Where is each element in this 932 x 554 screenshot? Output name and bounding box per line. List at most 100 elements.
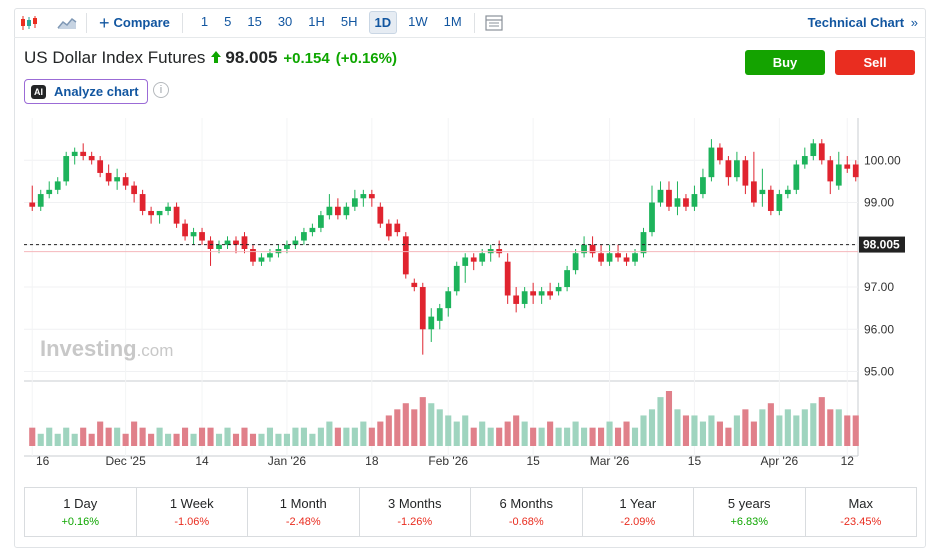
candle-body[interactable] [640,232,647,254]
performance-cell[interactable]: 3 Months -1.26% [360,488,471,536]
candle-body[interactable] [776,194,783,211]
candle-body[interactable] [683,198,689,207]
candle-body[interactable] [810,143,817,157]
candle-body[interactable] [666,189,672,207]
candle-body[interactable] [46,189,53,195]
candle-body[interactable] [572,253,579,271]
performance-cell[interactable]: Max -23.45% [806,488,917,536]
candle-body[interactable] [784,189,791,195]
candle-body[interactable] [216,244,222,249]
candle-body[interactable] [801,156,808,165]
candle-body[interactable] [173,206,180,224]
table-view-icon[interactable] [479,8,509,38]
period-1h[interactable]: 1H [308,14,325,29]
candle-body[interactable] [351,198,358,207]
info-icon[interactable]: i [153,82,169,98]
period-15[interactable]: 15 [247,14,262,29]
candle-body[interactable] [725,160,732,178]
candle-body[interactable] [301,232,307,241]
candle-body[interactable] [700,177,706,195]
candle-body[interactable] [54,181,61,190]
candlestick-type-icon[interactable] [14,8,44,38]
candle-body[interactable] [63,156,70,182]
candle-body[interactable] [97,160,104,173]
candle-body[interactable] [844,164,851,169]
candle-body[interactable] [436,308,443,321]
candle-body[interactable] [402,236,409,275]
candle-body[interactable] [835,164,842,186]
candle-body[interactable] [504,261,511,296]
period-5h[interactable]: 5H [340,14,358,29]
candle-body[interactable] [793,164,800,190]
candle-body[interactable] [334,206,341,216]
period-5[interactable]: 5 [224,14,232,29]
candle-body[interactable] [759,189,766,195]
candle-body[interactable] [589,244,596,254]
candle-body[interactable] [233,240,239,245]
candle-body[interactable] [343,206,350,216]
candle-body[interactable] [606,253,613,262]
candle-body[interactable] [241,236,248,249]
candle-body[interactable] [385,223,392,237]
candle-body[interactable] [326,206,333,216]
candle-body[interactable] [29,202,36,207]
sell-button[interactable]: Sell [835,50,915,75]
candle-body[interactable] [581,244,587,254]
candle-body[interactable] [199,232,205,241]
candle-body[interactable] [750,181,757,203]
candle-body[interactable] [428,316,435,330]
candle-body[interactable] [818,143,825,161]
candle-body[interactable] [267,253,273,258]
candle-body[interactable] [122,177,129,186]
buy-button[interactable]: Buy [745,50,825,75]
candle-body[interactable] [71,151,78,157]
candle-body[interactable] [555,287,562,292]
candle-body[interactable] [139,194,146,211]
candle-body[interactable] [318,215,324,228]
candle-body[interactable] [165,206,171,211]
candle-body[interactable] [827,160,834,182]
candle-body[interactable] [182,223,188,237]
candle-body[interactable] [657,189,664,203]
performance-cell[interactable]: 1 Year -2.09% [583,488,694,536]
candle-body[interactable] [530,291,537,296]
period-1[interactable]: 1 [200,14,209,29]
candle-body[interactable] [292,240,299,245]
candle-body[interactable] [547,291,554,296]
candle-body[interactable] [767,189,774,211]
candle-body[interactable] [309,227,316,233]
candle-body[interactable] [852,164,859,178]
candle-body[interactable] [649,202,655,233]
candle-body[interactable] [470,257,477,262]
candle-body[interactable] [691,194,698,207]
candle-body[interactable] [632,253,638,262]
analyze-chart-button[interactable]: AI Analyze chart [24,79,148,104]
candle-body[interactable] [394,223,401,233]
candle-body[interactable] [131,185,138,195]
candle-body[interactable] [224,240,231,245]
candle-body[interactable] [250,249,256,262]
performance-cell[interactable]: 1 Month -2.48% [248,488,360,536]
period-30[interactable]: 30 [277,14,293,29]
candle-body[interactable] [156,210,163,216]
candle-body[interactable] [538,291,545,296]
performance-cell[interactable]: 5 years +6.83% [694,488,806,536]
candle-body[interactable] [37,194,44,207]
candle-body[interactable] [717,147,723,161]
candle-body[interactable] [411,282,418,288]
area-chart-type-icon[interactable] [52,8,82,38]
candle-body[interactable] [674,198,681,207]
candle-body[interactable] [521,291,528,304]
performance-cell[interactable]: 1 Day +0.16% [25,488,137,536]
period-1m[interactable]: 1M [443,14,462,29]
candle-body[interactable] [368,194,375,199]
period-1w[interactable]: 1W [408,14,428,29]
candle-body[interactable] [80,151,87,157]
candle-body[interactable] [462,257,469,266]
candle-body[interactable] [148,210,154,216]
candle-body[interactable] [190,232,197,237]
performance-cell[interactable]: 6 Months -0.68% [471,488,583,536]
candle-body[interactable] [598,253,604,262]
period-1d[interactable]: 1D [368,11,398,34]
candle-body[interactable] [479,253,486,262]
